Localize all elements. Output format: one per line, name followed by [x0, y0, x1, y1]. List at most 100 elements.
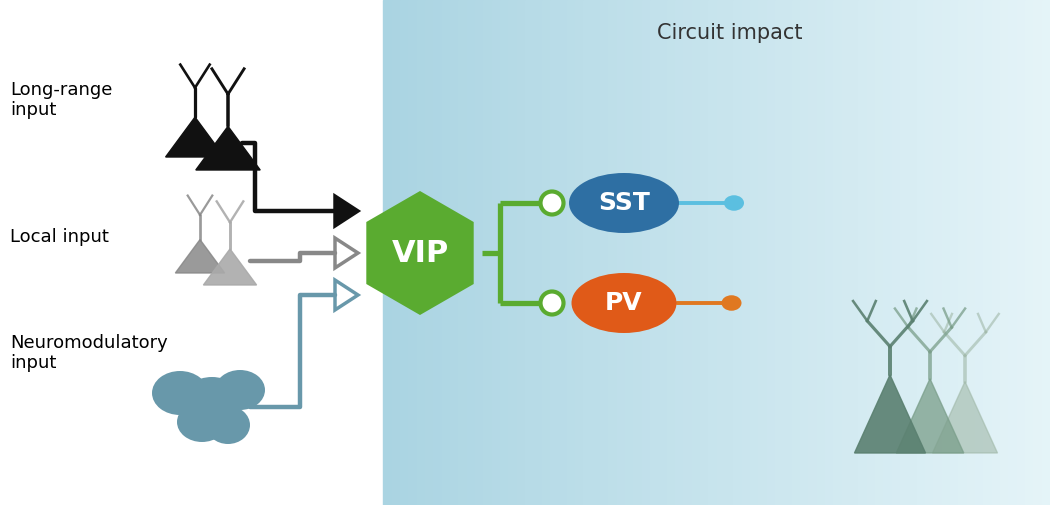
- Bar: [684, 0, 694, 505]
- Bar: [1000, 0, 1010, 505]
- Polygon shape: [366, 191, 474, 315]
- Bar: [608, 0, 618, 505]
- Bar: [959, 0, 969, 505]
- Bar: [733, 0, 743, 505]
- Bar: [417, 0, 427, 505]
- Ellipse shape: [177, 402, 227, 442]
- Bar: [866, 0, 877, 505]
- Bar: [942, 0, 952, 505]
- Bar: [858, 0, 868, 505]
- Bar: [658, 0, 669, 505]
- Bar: [783, 0, 794, 505]
- Bar: [483, 0, 493, 505]
- Bar: [908, 0, 919, 505]
- Text: Local input: Local input: [10, 228, 109, 246]
- Bar: [650, 0, 660, 505]
- Bar: [408, 0, 419, 505]
- Bar: [475, 0, 485, 505]
- Circle shape: [541, 291, 564, 315]
- Ellipse shape: [569, 173, 679, 233]
- Bar: [766, 0, 777, 505]
- Bar: [508, 0, 519, 505]
- Text: SST: SST: [598, 191, 650, 215]
- Bar: [525, 0, 536, 505]
- Bar: [591, 0, 602, 505]
- Bar: [758, 0, 769, 505]
- Ellipse shape: [724, 195, 744, 211]
- Text: VIP: VIP: [392, 238, 448, 268]
- Bar: [1025, 0, 1035, 505]
- Bar: [500, 0, 510, 505]
- Bar: [392, 0, 402, 505]
- Bar: [491, 0, 502, 505]
- Bar: [925, 0, 936, 505]
- Bar: [550, 0, 561, 505]
- Bar: [567, 0, 576, 505]
- Bar: [709, 0, 718, 505]
- Bar: [533, 0, 544, 505]
- Bar: [850, 0, 860, 505]
- Bar: [875, 0, 885, 505]
- Bar: [741, 0, 752, 505]
- Bar: [967, 0, 977, 505]
- Bar: [917, 0, 927, 505]
- Polygon shape: [932, 381, 997, 453]
- Bar: [750, 0, 760, 505]
- Bar: [458, 0, 468, 505]
- Bar: [633, 0, 644, 505]
- Bar: [933, 0, 944, 505]
- Bar: [900, 0, 910, 505]
- Bar: [584, 0, 593, 505]
- Polygon shape: [897, 379, 964, 453]
- Polygon shape: [166, 117, 225, 157]
- Text: PV: PV: [605, 291, 643, 315]
- Bar: [600, 0, 610, 505]
- Ellipse shape: [152, 371, 208, 415]
- Bar: [984, 0, 993, 505]
- Bar: [817, 0, 827, 505]
- Bar: [1008, 0, 1018, 505]
- Bar: [800, 0, 811, 505]
- Polygon shape: [204, 249, 256, 285]
- Bar: [808, 0, 819, 505]
- Bar: [559, 0, 569, 505]
- Bar: [692, 0, 702, 505]
- Bar: [975, 0, 985, 505]
- Bar: [1042, 0, 1050, 505]
- Bar: [834, 0, 843, 505]
- Bar: [449, 0, 460, 505]
- Bar: [883, 0, 894, 505]
- Text: Circuit impact: Circuit impact: [657, 23, 803, 43]
- Bar: [716, 0, 727, 505]
- Text: Long-range
input: Long-range input: [10, 81, 112, 119]
- Bar: [700, 0, 710, 505]
- Bar: [616, 0, 627, 505]
- Bar: [991, 0, 1002, 505]
- Bar: [625, 0, 635, 505]
- Bar: [675, 0, 686, 505]
- Ellipse shape: [182, 377, 242, 423]
- Ellipse shape: [721, 295, 741, 311]
- Bar: [667, 0, 677, 505]
- Circle shape: [541, 191, 564, 215]
- Bar: [400, 0, 411, 505]
- Bar: [842, 0, 852, 505]
- Bar: [383, 0, 394, 505]
- Ellipse shape: [215, 370, 265, 410]
- Text: Neuromodulatory
input: Neuromodulatory input: [10, 334, 168, 372]
- Bar: [950, 0, 961, 505]
- Polygon shape: [195, 126, 260, 170]
- Bar: [442, 0, 452, 505]
- Bar: [542, 0, 552, 505]
- Bar: [775, 0, 785, 505]
- Bar: [792, 0, 802, 505]
- Bar: [642, 0, 652, 505]
- Bar: [1016, 0, 1027, 505]
- Bar: [891, 0, 902, 505]
- Polygon shape: [855, 375, 925, 453]
- Ellipse shape: [206, 406, 250, 444]
- Bar: [825, 0, 836, 505]
- Bar: [425, 0, 436, 505]
- Bar: [1033, 0, 1044, 505]
- Bar: [434, 0, 443, 505]
